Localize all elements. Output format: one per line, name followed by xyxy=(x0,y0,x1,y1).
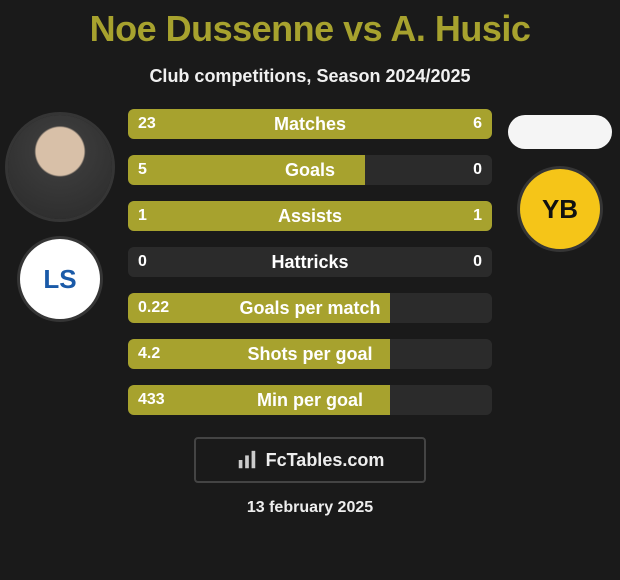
team-right-badge-text: YB xyxy=(542,194,578,225)
body-row: LS 23 6 Matches 5 0 Goals 1 1 Assists 0 0 Hattricks… xyxy=(0,109,620,415)
stat-row: 4.2 Shots per goal xyxy=(128,339,492,369)
left-column: LS xyxy=(0,109,120,319)
stat-value-left: 0 xyxy=(128,247,157,277)
stat-label: Matches xyxy=(274,109,346,139)
stat-label: Assists xyxy=(278,201,342,231)
brand-footer[interactable]: FcTables.com xyxy=(194,437,427,483)
stat-row: 0 0 Hattricks xyxy=(128,247,492,277)
stat-value-left: 4.2 xyxy=(128,339,170,369)
stat-label: Min per goal xyxy=(257,385,363,415)
team-right-badge: YB xyxy=(520,169,600,249)
stat-value-right: 0 xyxy=(463,247,492,277)
chart-icon xyxy=(236,449,258,471)
stat-value-right: 6 xyxy=(463,109,492,139)
stat-row: 23 6 Matches xyxy=(128,109,492,139)
stats-table: 23 6 Matches 5 0 Goals 1 1 Assists 0 0 Hattricks 0.2… xyxy=(120,109,500,415)
right-column: YB xyxy=(500,109,620,249)
stat-row: 433 Min per goal xyxy=(128,385,492,415)
stat-label: Hattricks xyxy=(271,247,348,277)
stat-bar-left xyxy=(128,109,416,139)
stat-value-left: 1 xyxy=(128,201,157,231)
player-left-avatar xyxy=(8,115,112,219)
stat-value-left: 433 xyxy=(128,385,175,415)
stat-row: 0.22 Goals per match xyxy=(128,293,492,323)
stat-label: Shots per goal xyxy=(247,339,372,369)
stat-row: 1 1 Assists xyxy=(128,201,492,231)
stat-value-left: 0.22 xyxy=(128,293,179,323)
stat-value-right: 1 xyxy=(463,201,492,231)
player-right-avatar xyxy=(508,115,612,149)
brand-text: FcTables.com xyxy=(266,450,385,471)
comparison-card: Noe Dussenne vs A. Husic Club competitio… xyxy=(0,0,620,580)
team-left-badge: LS xyxy=(20,239,100,319)
footer-date: 13 february 2025 xyxy=(247,499,373,517)
stat-row: 5 0 Goals xyxy=(128,155,492,185)
stat-value-right: 0 xyxy=(463,155,492,185)
stat-value-left: 5 xyxy=(128,155,157,185)
team-left-badge-text: LS xyxy=(43,264,76,295)
stat-label: Goals per match xyxy=(239,293,380,323)
stat-label: Goals xyxy=(285,155,335,185)
page-title: Noe Dussenne vs A. Husic xyxy=(90,8,531,50)
stat-value-left: 23 xyxy=(128,109,166,139)
page-subtitle: Club competitions, Season 2024/2025 xyxy=(149,66,470,87)
